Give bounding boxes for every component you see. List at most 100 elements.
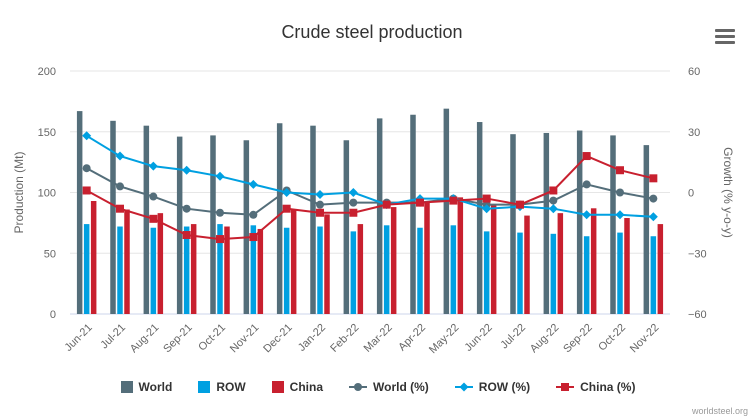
- bar-row: [117, 226, 123, 314]
- world-point: [149, 192, 158, 201]
- bar-china: [190, 224, 197, 314]
- world-point: [216, 208, 224, 217]
- bar-world: [176, 136, 183, 314]
- y-left-tick-label: 100: [38, 188, 56, 200]
- legend-item-world[interactable]: World (%): [349, 380, 429, 394]
- x-tick-label: Nov-21: [228, 322, 262, 356]
- bar-world: [143, 125, 150, 314]
- world-point: [82, 164, 91, 173]
- row-line: [86, 134, 654, 218]
- bar-world: [343, 140, 350, 314]
- bar-china: [224, 226, 230, 314]
- x-tick-label: Oct-22: [596, 322, 628, 354]
- legend-label: China: [289, 380, 323, 394]
- y-right-tick-label: −30: [688, 248, 707, 260]
- legend-label: China (%): [580, 380, 636, 394]
- legend-label: ROW: [216, 380, 246, 394]
- bar-row: [383, 225, 390, 314]
- world-point: [349, 198, 358, 207]
- china-line: [86, 154, 654, 241]
- legend-item-china[interactable]: China (%): [556, 380, 635, 394]
- world-point: [249, 210, 258, 219]
- bar-china: [624, 218, 630, 314]
- hamburger-menu-icon[interactable]: [714, 26, 736, 48]
- legend-label: World: [138, 380, 173, 394]
- row-point: [182, 165, 192, 175]
- bar-row: [483, 231, 490, 314]
- china-point: [216, 235, 224, 244]
- bar-world: [210, 135, 216, 314]
- china-point: [149, 214, 158, 223]
- x-tick-label: Sep-22: [561, 322, 595, 356]
- y-right-axis-title: Growth (% y-o-y): [721, 147, 735, 238]
- bar-china: [490, 204, 497, 314]
- bar-row: [283, 227, 290, 314]
- row-point: [248, 179, 258, 189]
- bar-world: [243, 140, 250, 314]
- x-tick-label: Jan-22: [296, 322, 328, 354]
- bar-china: [157, 213, 164, 314]
- china-point: [82, 186, 91, 195]
- bar-world: [443, 108, 450, 314]
- legend-line-marker: [349, 381, 367, 393]
- x-tick-label: Jun-22: [463, 322, 495, 354]
- bar-row: [183, 226, 190, 314]
- x-tick-label: Feb-22: [328, 322, 361, 355]
- china-point: [482, 194, 491, 203]
- bar-world: [376, 118, 383, 314]
- y-left-tick-label: 0: [50, 309, 56, 321]
- world-point: [649, 194, 658, 203]
- bar-china: [357, 224, 364, 314]
- credits-text[interactable]: worldsteel.org: [691, 406, 748, 416]
- y-right-tick-label: 60: [688, 66, 700, 78]
- x-tick-label: Aug-21: [128, 322, 162, 356]
- row-point: [348, 188, 358, 197]
- bar-row: [217, 224, 223, 314]
- legend-swatch: [271, 381, 284, 393]
- bar-china: [657, 224, 664, 314]
- row-point: [148, 161, 158, 171]
- x-tick-label: Jul-22: [498, 322, 528, 352]
- x-tick-label: Nov-22: [628, 322, 662, 356]
- chart-legend: World ROW China World (%) ROW (%) China (%): [0, 380, 756, 394]
- bar-row: [417, 227, 423, 314]
- row-point: [582, 210, 592, 220]
- bar-world: [510, 134, 516, 314]
- legend-item-world[interactable]: World: [120, 380, 173, 394]
- china-point: [282, 204, 291, 213]
- bar-row: [517, 232, 523, 314]
- y-right-tick-label: −60: [688, 309, 707, 321]
- legend-swatch: [198, 381, 211, 393]
- world-point: [116, 182, 124, 191]
- bar-china: [557, 213, 564, 314]
- x-tick-label: Jun-21: [63, 322, 95, 354]
- bar-row: [250, 225, 257, 314]
- bar-row: [583, 236, 590, 314]
- china-point: [316, 208, 324, 217]
- legend-item-row[interactable]: ROW (%): [454, 380, 530, 394]
- bar-world: [610, 135, 616, 314]
- legend-item-china[interactable]: China: [271, 380, 323, 394]
- legend-line-marker: [556, 381, 575, 393]
- y-left-axis-title: Production (Mt): [12, 151, 26, 233]
- legend-line-marker: [454, 381, 473, 393]
- china-point: [616, 166, 624, 175]
- world-point: [549, 196, 558, 205]
- y-left-tick-label: 150: [38, 127, 56, 139]
- bar-china: [457, 197, 464, 314]
- china-point: [416, 198, 424, 207]
- x-tick-label: Aug-22: [528, 322, 562, 356]
- china-point: [116, 204, 124, 213]
- bar-world: [476, 122, 483, 314]
- legend-item-row[interactable]: ROW: [198, 380, 246, 394]
- world-point: [582, 180, 591, 189]
- bar-china: [257, 228, 264, 314]
- china-point: [516, 200, 524, 209]
- bar-row: [317, 226, 323, 314]
- legend-label: World (%): [373, 380, 429, 394]
- bar-row: [550, 233, 557, 314]
- bar-world: [643, 145, 650, 314]
- row-point: [115, 151, 125, 161]
- x-tick-label: Sep-21: [161, 322, 195, 356]
- bar-world: [276, 123, 283, 315]
